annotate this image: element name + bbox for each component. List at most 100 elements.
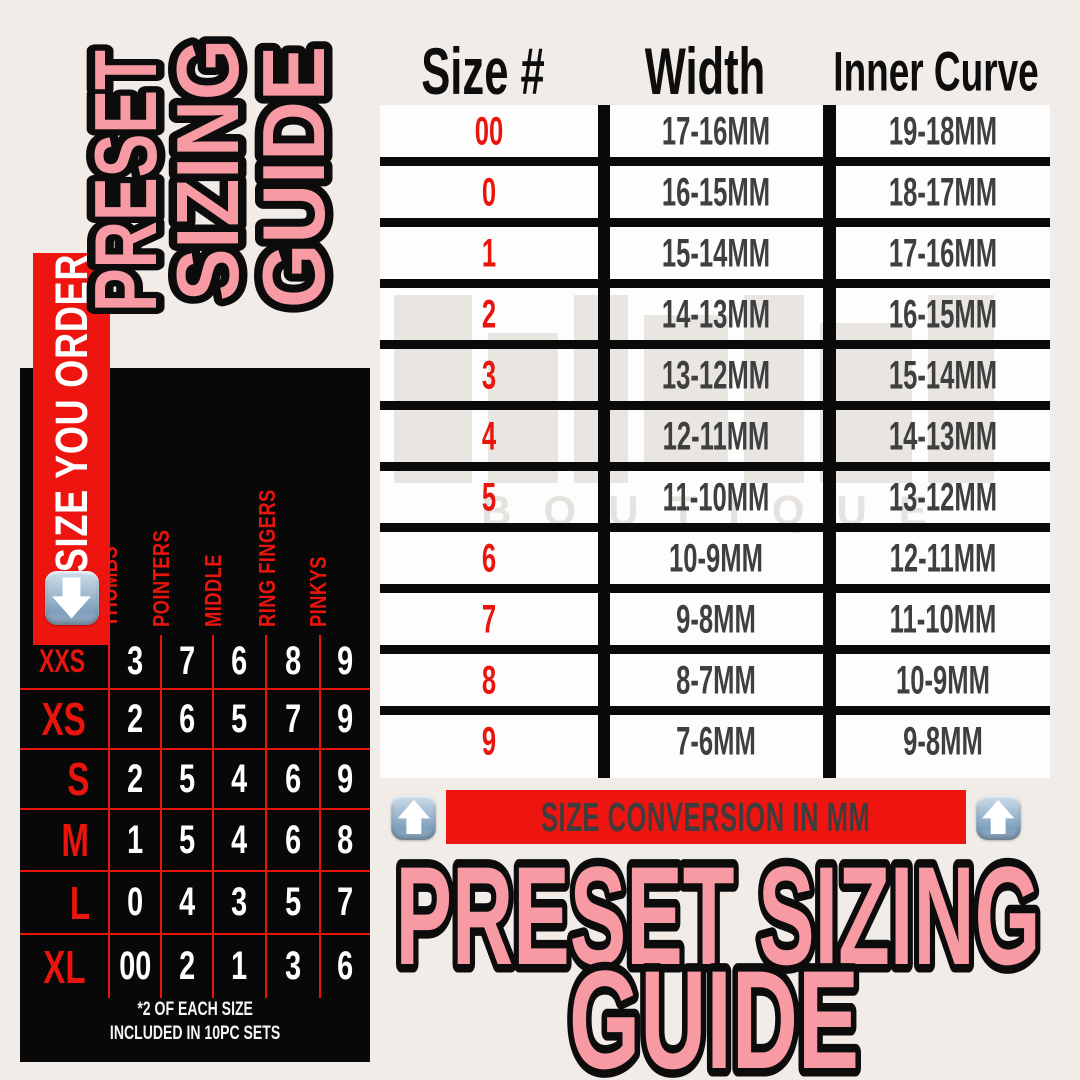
- finger-column-header-2: POINTERS: [148, 529, 174, 627]
- watermark-block: [928, 295, 994, 483]
- size-number-cell: 1: [481, 231, 497, 276]
- finger-cell: 6: [267, 750, 321, 810]
- size-row-separator: [380, 645, 1050, 654]
- finger-cell: 2: [110, 690, 162, 750]
- finger-cell: 7: [267, 690, 321, 750]
- width-cell: 13-12MM: [661, 353, 771, 398]
- finger-cell: 3: [214, 872, 267, 935]
- width-cell: 15-14MM: [661, 231, 771, 276]
- finger-cell: 5: [162, 750, 214, 810]
- inner-curve-cell: 11-10MM: [889, 597, 997, 642]
- finger-row-label: L: [20, 872, 110, 935]
- finger-cell: 5: [214, 690, 267, 750]
- width-cell: 16-15MM: [661, 170, 771, 215]
- inner-curve-cell: 16-15MM: [888, 292, 998, 337]
- finger-cell: 4: [162, 872, 214, 935]
- finger-cell: 6: [214, 635, 267, 690]
- finger-row-label: M: [20, 810, 110, 872]
- finger-cell: 1: [110, 810, 162, 872]
- size-row-separator: [380, 584, 1050, 593]
- inner-curve-cell: 12-11MM: [889, 536, 997, 581]
- width-cell: 10-9MM: [669, 536, 763, 581]
- inner-curve-cell: 15-14MM: [888, 353, 998, 398]
- finger-cell: 5: [267, 872, 321, 935]
- watermark-block: [744, 295, 804, 483]
- size-number-cell: 4: [481, 414, 497, 459]
- size-table-header-width: Width: [644, 34, 766, 108]
- finger-cell: 8: [321, 810, 370, 872]
- finger-column-header-5: PINKYS: [305, 556, 331, 627]
- width-cell: 9-8MM: [676, 597, 756, 642]
- inner-curve-cell: 9-8MM: [903, 719, 983, 764]
- size-row-separator: [380, 279, 1050, 288]
- finger-cell: 5: [162, 810, 214, 872]
- finger-cell: 6: [162, 690, 214, 750]
- size-number-cell: 5: [481, 475, 497, 520]
- finger-cell: 9: [321, 690, 370, 750]
- size-row-separator: [380, 340, 1050, 349]
- finger-cell: 3: [267, 935, 321, 998]
- inner-curve-cell: 14-13MM: [888, 414, 998, 459]
- finger-cell: 9: [321, 750, 370, 810]
- vertical-title-word-preset: PRESET: [68, 41, 184, 321]
- bottom-title-line1: PRESET SIZING: [396, 837, 1041, 994]
- size-number-cell: 7: [481, 597, 497, 642]
- size-number-cell: 6: [481, 536, 497, 581]
- inner-curve-cell: 17-16MM: [888, 231, 998, 276]
- size-row-separator: [380, 218, 1050, 227]
- vertical-title-word-sizing: SIZING: [150, 30, 266, 310]
- finger-row-label: XS: [20, 690, 110, 750]
- size-row-separator: [380, 523, 1050, 532]
- finger-column-header-4: RING FINGERS: [254, 489, 280, 627]
- size-number-cell: 0: [481, 170, 497, 215]
- order-banner: SIZE YOU ORDER: [33, 253, 110, 645]
- finger-cell: 3: [110, 635, 162, 690]
- inner-curve-cell: 10-9MM: [896, 658, 990, 703]
- size-number-cell: 8: [481, 658, 497, 703]
- size-table-header-size: Size #: [421, 34, 545, 108]
- bottom-title-line2: GUIDE: [569, 941, 859, 1080]
- down-arrow-glyph: [52, 577, 91, 619]
- size-row-separator: [380, 706, 1050, 715]
- finger-table-grid: XXS 3 7 6 8 9 XS 2 6 5 7 9 S 2 5 4 6 9 M 1 5 4 6 8 L 0 4 3 5 7 XL 00 2 1 3…: [20, 635, 370, 998]
- width-cell: 11-10MM: [662, 475, 770, 520]
- width-cell: 8-7MM: [676, 658, 756, 703]
- watermark-block: [394, 295, 472, 483]
- width-cell: 7-6MM: [676, 719, 756, 764]
- vertical-title-text-guide: GUIDE: [244, 46, 343, 308]
- size-number-cell: 3: [481, 353, 497, 398]
- size-table-header-inner-curve: Inner Curve: [833, 39, 1039, 103]
- size-table-header-row: Size # Width Inner Curve: [380, 34, 1050, 108]
- conversion-banner-label: SIZE CONVERSION IN MM: [541, 793, 871, 840]
- width-cell: 17-16MM: [661, 109, 771, 154]
- size-number-cell: 00: [474, 109, 504, 154]
- up-arrow-glyph: [981, 799, 1015, 835]
- finger-cell: 2: [162, 935, 214, 998]
- inner-curve-cell: 19-18MM: [888, 109, 998, 154]
- footnote-line1: *2 OF EACH SIZE: [137, 999, 253, 1020]
- finger-cell: 8: [267, 635, 321, 690]
- finger-cell: 2: [110, 750, 162, 810]
- finger-row-label: S: [20, 750, 110, 810]
- width-cell: 14-13MM: [661, 292, 771, 337]
- finger-cell: 9: [321, 635, 370, 690]
- size-number-cell: 9: [481, 719, 497, 764]
- width-cell: 12-11MM: [662, 414, 770, 459]
- finger-row-label: XL: [20, 935, 110, 998]
- up-arrow-icon-right: [975, 794, 1021, 840]
- finger-cell: 7: [162, 635, 214, 690]
- size-row-separator: [380, 157, 1050, 166]
- conversion-banner: SIZE CONVERSION IN MM: [391, 790, 1021, 844]
- size-col-separator: [598, 105, 610, 778]
- size-col-separator: [823, 105, 836, 778]
- size-number-cell: 2: [481, 292, 497, 337]
- bottom-title: PRESET SIZING GUIDE: [387, 829, 1080, 1080]
- finger-cell: 7: [321, 872, 370, 935]
- finger-row-label: XXS: [20, 635, 110, 690]
- vertical-title-word-guide: GUIDE: [236, 37, 352, 317]
- up-arrow-icon-left: [391, 794, 437, 840]
- finger-cell: 1: [214, 935, 267, 998]
- size-table: BOUTIQUE 00 17-16MM 19-18MM 0 16-15MM 18-17MM…: [380, 105, 1050, 778]
